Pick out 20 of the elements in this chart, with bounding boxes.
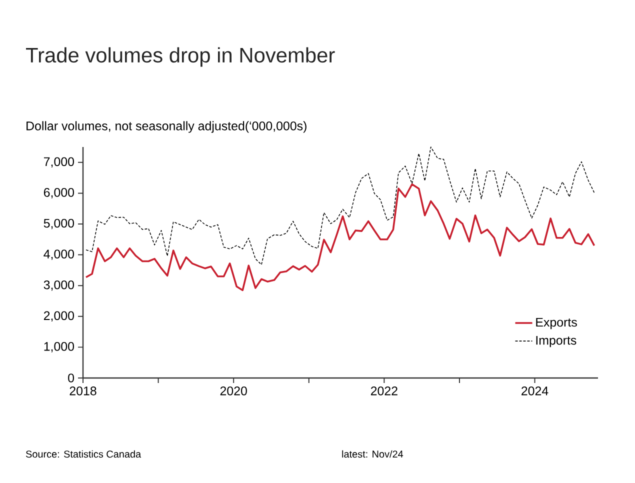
text: latest: Nov/24	[342, 450, 404, 458]
y-tick-label: 7,000	[44, 157, 74, 168]
y-tick-label: 6,000	[44, 188, 74, 198]
chart-title: Trade volumes drop in November	[26, 47, 335, 67]
x-tick-label: 2020	[220, 386, 247, 396]
y-axis-title: Dollar volumes, not seasonally adjusted(‘000,000s)	[26, 121, 306, 133]
line-series	[85, 183, 596, 292]
y-tick-label: 4,000	[44, 250, 74, 260]
y-tick-label: 0	[68, 374, 74, 382]
line-series	[86, 146, 595, 266]
y-tick-label: 1,000	[44, 342, 74, 352]
y-tick-label: 5,000	[44, 218, 74, 230]
x-tick-label: 2018	[70, 386, 96, 396]
x-tick-label: 2024	[522, 386, 548, 396]
y-tick-label: 2,000	[44, 311, 74, 322]
legend-label: Imports	[536, 336, 576, 348]
source-note: Source: Statistics Canada	[26, 450, 142, 458]
x-tick-label: 2022	[370, 386, 398, 396]
y-tick-label: 3,000	[44, 280, 74, 291]
legend-label: Exports	[536, 318, 577, 330]
